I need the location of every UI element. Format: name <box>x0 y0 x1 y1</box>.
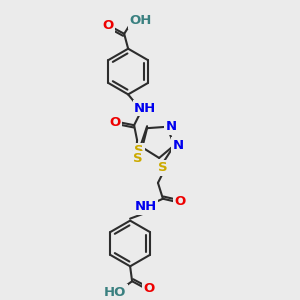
Text: HO: HO <box>104 286 126 299</box>
Text: N: N <box>173 139 184 152</box>
Text: S: S <box>131 148 141 161</box>
Text: S: S <box>158 161 168 174</box>
Text: S: S <box>133 152 142 165</box>
Text: O: O <box>174 195 185 208</box>
Text: O: O <box>110 116 121 129</box>
Text: N: N <box>165 120 176 133</box>
Text: O: O <box>143 282 155 295</box>
Text: O: O <box>103 19 114 32</box>
Text: NH: NH <box>135 200 157 213</box>
Text: NH: NH <box>134 102 156 115</box>
Text: S: S <box>134 144 144 157</box>
Text: OH: OH <box>129 14 151 27</box>
